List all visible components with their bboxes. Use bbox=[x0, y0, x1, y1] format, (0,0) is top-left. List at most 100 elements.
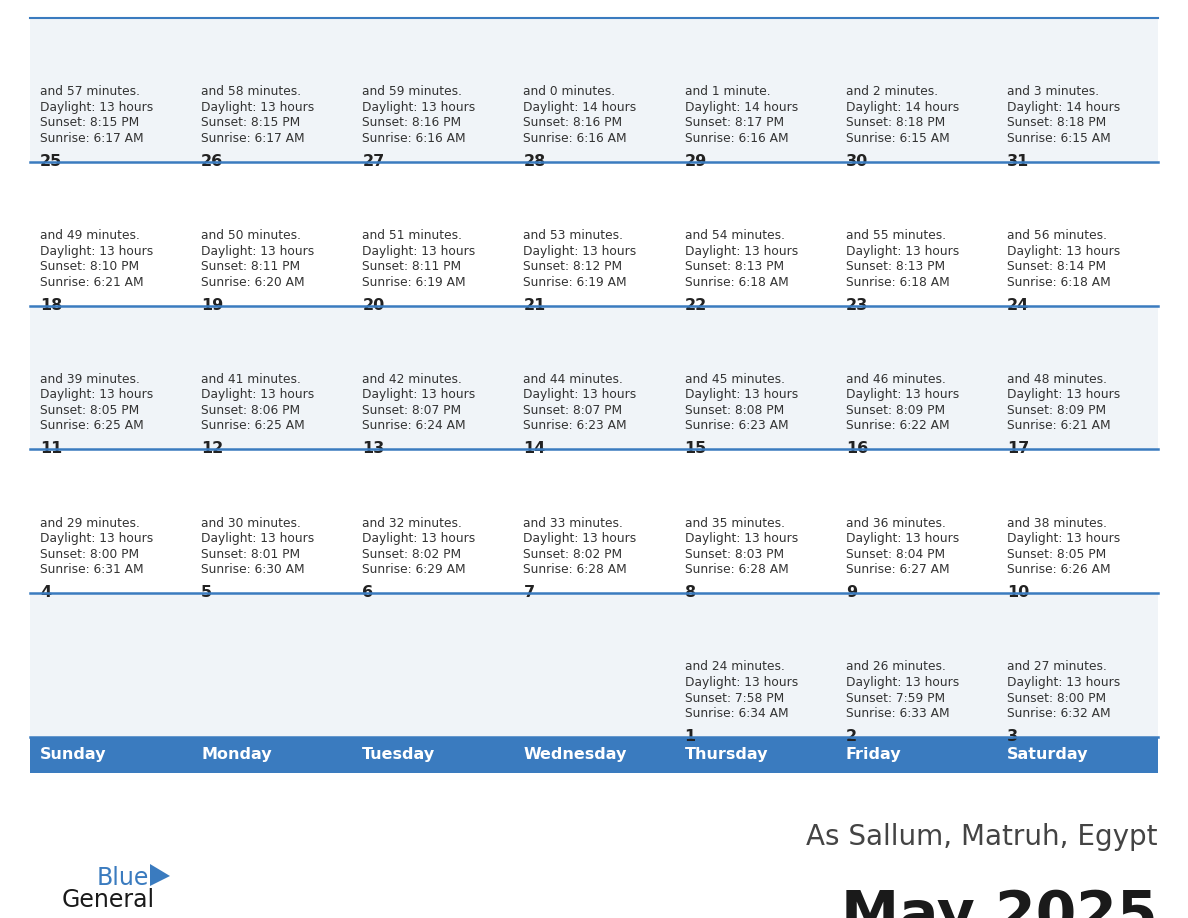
Text: 25: 25 bbox=[40, 154, 62, 169]
Text: 27: 27 bbox=[362, 154, 385, 169]
Text: Sunrise: 6:29 AM: Sunrise: 6:29 AM bbox=[362, 564, 466, 577]
Bar bbox=[513, 737, 675, 773]
Text: Daylight: 13 hours: Daylight: 13 hours bbox=[201, 101, 315, 114]
Text: Sunset: 8:08 PM: Sunset: 8:08 PM bbox=[684, 404, 784, 417]
Text: Sunrise: 6:27 AM: Sunrise: 6:27 AM bbox=[846, 564, 949, 577]
Text: Daylight: 14 hours: Daylight: 14 hours bbox=[684, 101, 798, 114]
Text: Daylight: 13 hours: Daylight: 13 hours bbox=[40, 388, 153, 401]
Text: and 56 minutes.: and 56 minutes. bbox=[1007, 230, 1107, 242]
Text: Sunrise: 6:25 AM: Sunrise: 6:25 AM bbox=[201, 420, 305, 432]
Text: Sunset: 8:05 PM: Sunset: 8:05 PM bbox=[40, 404, 139, 417]
Text: Daylight: 13 hours: Daylight: 13 hours bbox=[524, 388, 637, 401]
Text: and 3 minutes.: and 3 minutes. bbox=[1007, 85, 1099, 98]
Text: Sunrise: 6:19 AM: Sunrise: 6:19 AM bbox=[524, 275, 627, 288]
Text: 17: 17 bbox=[1007, 442, 1029, 456]
Text: Sunset: 8:04 PM: Sunset: 8:04 PM bbox=[846, 548, 944, 561]
Text: Sunset: 8:10 PM: Sunset: 8:10 PM bbox=[40, 260, 139, 273]
Bar bbox=[513, 162, 675, 306]
Text: and 57 minutes.: and 57 minutes. bbox=[40, 85, 140, 98]
Bar bbox=[30, 593, 191, 737]
Text: Daylight: 13 hours: Daylight: 13 hours bbox=[684, 244, 798, 258]
Text: Sunrise: 6:26 AM: Sunrise: 6:26 AM bbox=[1007, 564, 1111, 577]
Text: and 46 minutes.: and 46 minutes. bbox=[846, 373, 946, 386]
Text: 10: 10 bbox=[1007, 585, 1029, 600]
Bar bbox=[513, 306, 675, 450]
Text: and 29 minutes.: and 29 minutes. bbox=[40, 517, 140, 530]
Text: and 50 minutes.: and 50 minutes. bbox=[201, 230, 301, 242]
Text: Sunset: 8:17 PM: Sunset: 8:17 PM bbox=[684, 117, 784, 129]
Bar bbox=[675, 18, 835, 162]
Text: Sunset: 8:00 PM: Sunset: 8:00 PM bbox=[1007, 691, 1106, 704]
Bar bbox=[353, 737, 513, 773]
Bar bbox=[675, 450, 835, 593]
Bar bbox=[191, 18, 353, 162]
Text: 13: 13 bbox=[362, 442, 385, 456]
Bar bbox=[191, 737, 353, 773]
Bar bbox=[353, 162, 513, 306]
Text: 6: 6 bbox=[362, 585, 373, 600]
Bar bbox=[191, 450, 353, 593]
Polygon shape bbox=[150, 864, 170, 886]
Text: and 41 minutes.: and 41 minutes. bbox=[201, 373, 301, 386]
Text: and 36 minutes.: and 36 minutes. bbox=[846, 517, 946, 530]
Text: and 2 minutes.: and 2 minutes. bbox=[846, 85, 937, 98]
Text: and 27 minutes.: and 27 minutes. bbox=[1007, 660, 1107, 674]
Bar bbox=[353, 450, 513, 593]
Text: and 24 minutes.: and 24 minutes. bbox=[684, 660, 784, 674]
Text: 26: 26 bbox=[201, 154, 223, 169]
Text: 7: 7 bbox=[524, 585, 535, 600]
Text: Sunset: 8:03 PM: Sunset: 8:03 PM bbox=[684, 548, 784, 561]
Text: Daylight: 13 hours: Daylight: 13 hours bbox=[40, 244, 153, 258]
Text: Sunset: 8:09 PM: Sunset: 8:09 PM bbox=[1007, 404, 1106, 417]
Text: Friday: Friday bbox=[846, 747, 902, 763]
Text: Daylight: 13 hours: Daylight: 13 hours bbox=[362, 101, 475, 114]
Text: Daylight: 13 hours: Daylight: 13 hours bbox=[1007, 532, 1120, 545]
Text: May 2025: May 2025 bbox=[841, 888, 1158, 918]
Text: Sunset: 8:13 PM: Sunset: 8:13 PM bbox=[846, 260, 944, 273]
Text: 4: 4 bbox=[40, 585, 51, 600]
Text: 2: 2 bbox=[846, 729, 857, 744]
Text: Daylight: 13 hours: Daylight: 13 hours bbox=[1007, 676, 1120, 689]
Text: Blue: Blue bbox=[97, 866, 150, 890]
Text: and 44 minutes.: and 44 minutes. bbox=[524, 373, 624, 386]
Bar bbox=[675, 306, 835, 450]
Text: Sunrise: 6:28 AM: Sunrise: 6:28 AM bbox=[684, 564, 789, 577]
Text: Daylight: 13 hours: Daylight: 13 hours bbox=[524, 244, 637, 258]
Text: Daylight: 13 hours: Daylight: 13 hours bbox=[684, 388, 798, 401]
Text: Daylight: 13 hours: Daylight: 13 hours bbox=[846, 532, 959, 545]
Bar bbox=[835, 18, 997, 162]
Bar bbox=[353, 306, 513, 450]
Text: 19: 19 bbox=[201, 297, 223, 313]
Text: Sunrise: 6:21 AM: Sunrise: 6:21 AM bbox=[40, 275, 144, 288]
Text: Daylight: 13 hours: Daylight: 13 hours bbox=[846, 388, 959, 401]
Bar bbox=[997, 593, 1158, 737]
Bar bbox=[513, 593, 675, 737]
Text: Sunset: 8:07 PM: Sunset: 8:07 PM bbox=[524, 404, 623, 417]
Bar bbox=[997, 18, 1158, 162]
Bar bbox=[835, 450, 997, 593]
Bar bbox=[30, 162, 191, 306]
Bar bbox=[675, 593, 835, 737]
Text: Sunrise: 6:18 AM: Sunrise: 6:18 AM bbox=[846, 275, 949, 288]
Text: 23: 23 bbox=[846, 297, 868, 313]
Text: Daylight: 14 hours: Daylight: 14 hours bbox=[524, 101, 637, 114]
Text: Daylight: 14 hours: Daylight: 14 hours bbox=[1007, 101, 1120, 114]
Text: Sunset: 8:06 PM: Sunset: 8:06 PM bbox=[201, 404, 301, 417]
Text: 20: 20 bbox=[362, 297, 385, 313]
Bar bbox=[353, 18, 513, 162]
Text: Sunrise: 6:28 AM: Sunrise: 6:28 AM bbox=[524, 564, 627, 577]
Text: 5: 5 bbox=[201, 585, 213, 600]
Text: Daylight: 13 hours: Daylight: 13 hours bbox=[362, 532, 475, 545]
Text: and 38 minutes.: and 38 minutes. bbox=[1007, 517, 1107, 530]
Text: Daylight: 13 hours: Daylight: 13 hours bbox=[684, 532, 798, 545]
Text: and 48 minutes.: and 48 minutes. bbox=[1007, 373, 1107, 386]
Text: Sunday: Sunday bbox=[40, 747, 107, 763]
Text: Sunset: 8:14 PM: Sunset: 8:14 PM bbox=[1007, 260, 1106, 273]
Text: 8: 8 bbox=[684, 585, 696, 600]
Bar bbox=[835, 306, 997, 450]
Bar bbox=[30, 18, 191, 162]
Text: Sunset: 8:02 PM: Sunset: 8:02 PM bbox=[362, 548, 461, 561]
Text: 28: 28 bbox=[524, 154, 545, 169]
Bar bbox=[191, 593, 353, 737]
Bar bbox=[191, 162, 353, 306]
